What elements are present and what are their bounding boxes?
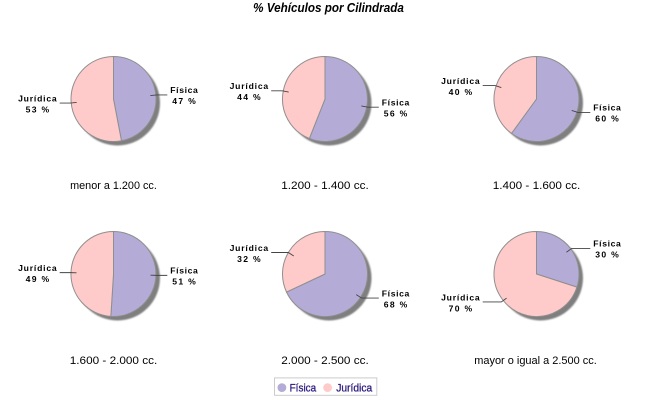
svg-text:Jurídica: Jurídica <box>441 76 480 86</box>
svg-text:Física: Física <box>170 85 198 95</box>
svg-text:Jurídica: Jurídica <box>336 383 373 395</box>
svg-text:2.000 - 2.500 cc.: 2.000 - 2.500 cc. <box>281 355 369 367</box>
svg-text:Física: Física <box>290 383 317 395</box>
svg-text:Física: Física <box>382 97 410 107</box>
svg-text:60 %: 60 % <box>595 114 619 124</box>
svg-text:Jurídica: Jurídica <box>441 292 480 302</box>
svg-text:40 %: 40 % <box>449 87 473 97</box>
svg-text:70 %: 70 % <box>449 303 473 313</box>
svg-text:53 %: 53 % <box>26 104 50 114</box>
svg-text:56 %: 56 % <box>384 108 408 118</box>
svg-text:68 %: 68 % <box>384 299 408 309</box>
svg-text:menor a 1.200 cc.: menor a 1.200 cc. <box>70 180 157 192</box>
svg-text:Jurídica: Jurídica <box>18 93 57 103</box>
svg-text:30 %: 30 % <box>595 250 619 260</box>
svg-text:47 %: 47 % <box>172 96 196 106</box>
svg-text:51 %: 51 % <box>172 277 196 287</box>
svg-text:Jurídica: Jurídica <box>230 243 269 253</box>
svg-text:1.200 - 1.400 cc.: 1.200 - 1.400 cc. <box>281 180 369 192</box>
svg-text:mayor o igual a 2.500 cc.: mayor o igual a 2.500 cc. <box>474 355 597 367</box>
svg-text:Jurídica: Jurídica <box>230 81 269 91</box>
svg-text:% Vehículos por Cilindrada: % Vehículos por Cilindrada <box>253 0 404 15</box>
svg-text:Física: Física <box>382 288 410 298</box>
svg-text:Física: Física <box>593 239 621 249</box>
svg-text:49 %: 49 % <box>26 274 50 284</box>
svg-text:44 %: 44 % <box>237 92 261 102</box>
svg-text:1.600 - 2.000 cc.: 1.600 - 2.000 cc. <box>70 355 158 367</box>
svg-text:32 %: 32 % <box>237 254 261 264</box>
svg-text:Física: Física <box>593 103 621 113</box>
svg-text:Jurídica: Jurídica <box>18 263 57 273</box>
svg-text:Física: Física <box>170 266 198 276</box>
svg-text:1.400 - 1.600 cc.: 1.400 - 1.600 cc. <box>493 180 581 192</box>
